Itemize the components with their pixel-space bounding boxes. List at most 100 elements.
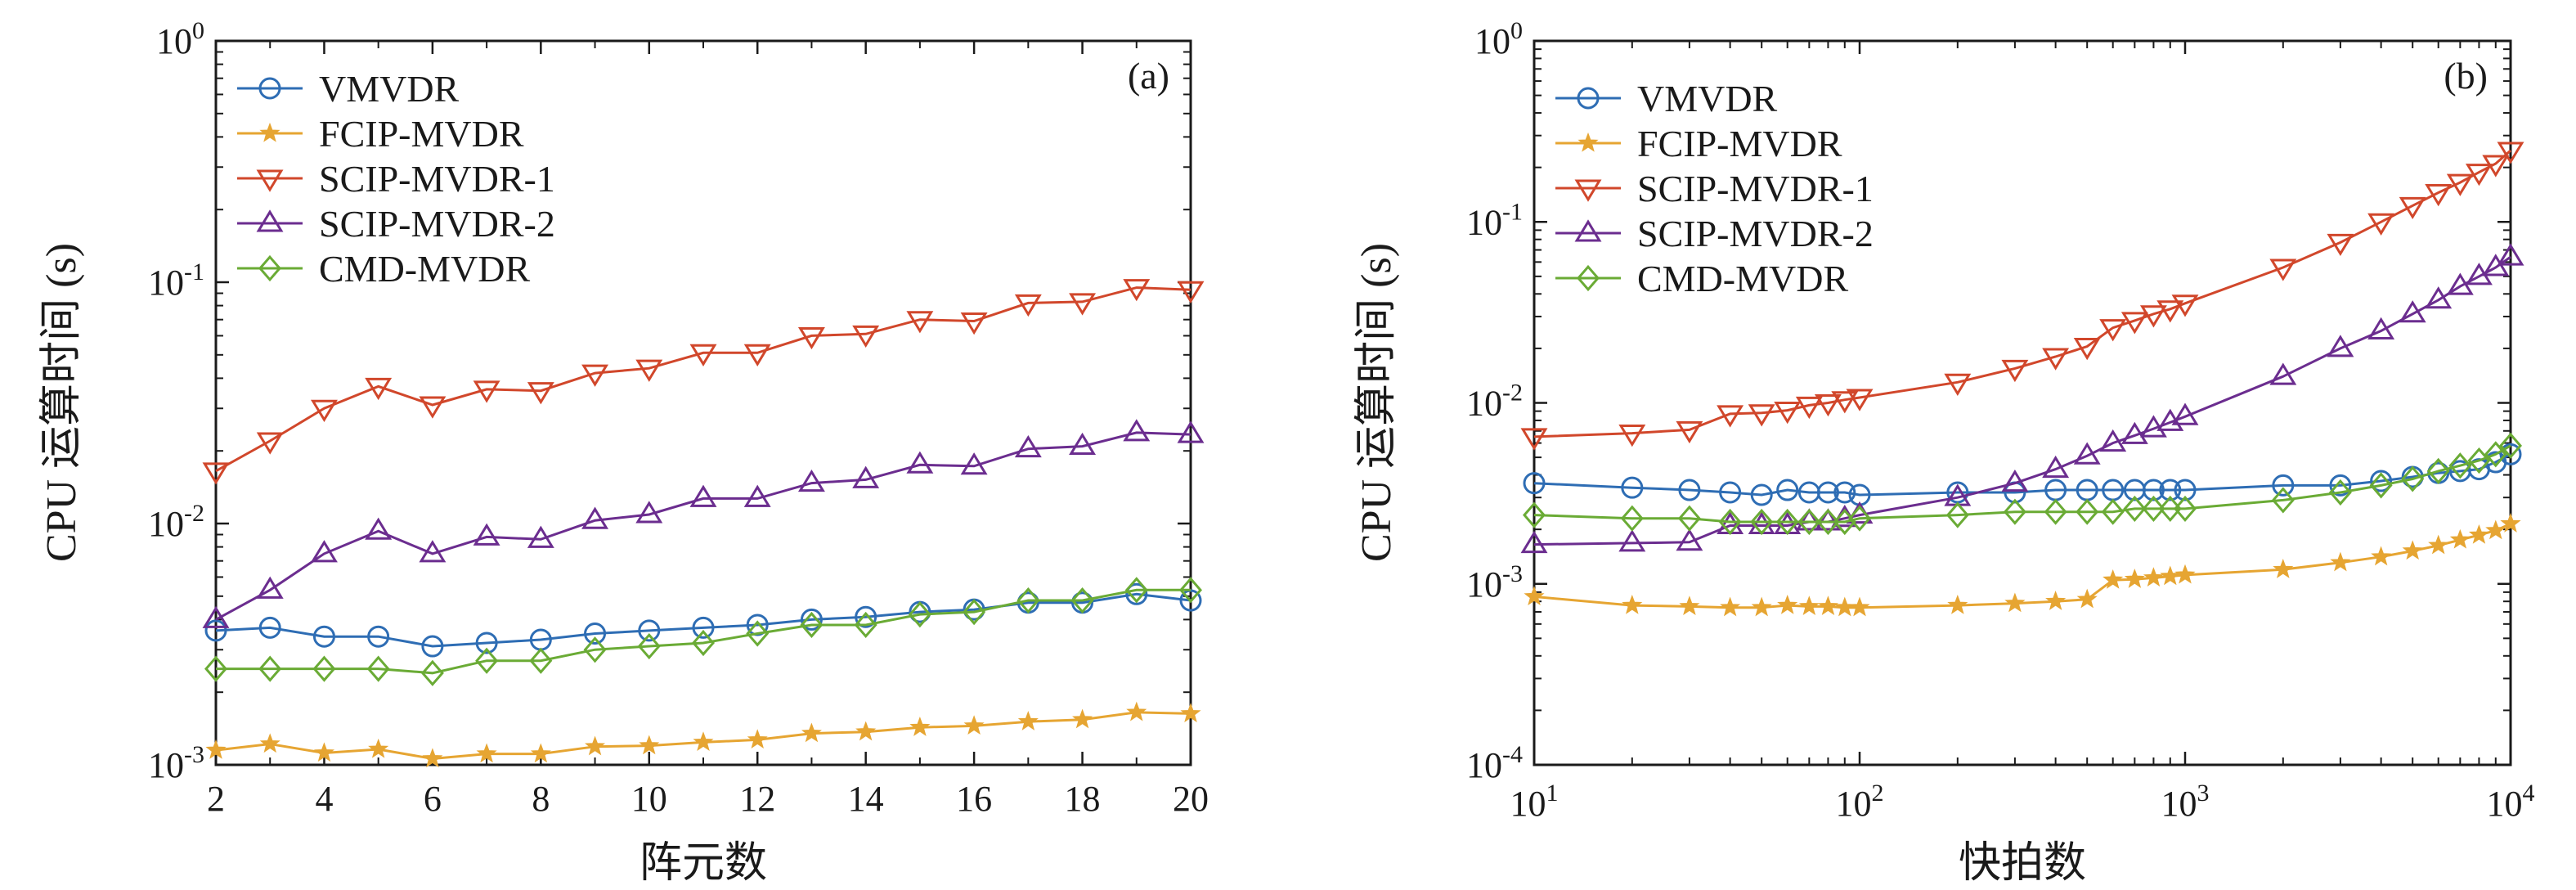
data-point — [1618, 529, 1646, 552]
data-point — [310, 399, 338, 422]
data-point — [2401, 465, 2425, 492]
panel-label: (a) — [1128, 55, 1169, 97]
data-point — [256, 432, 284, 455]
data-point — [1520, 428, 1548, 451]
data-point — [852, 465, 880, 488]
data-point — [312, 625, 335, 648]
data-point — [2425, 286, 2453, 309]
data-point — [2159, 479, 2182, 501]
data-point — [639, 735, 660, 755]
data-point — [2045, 591, 2067, 610]
data-point — [583, 636, 607, 663]
data-point — [1817, 596, 1838, 616]
data-point — [2484, 441, 2507, 468]
data-point — [2497, 142, 2524, 164]
x-tick-label: 18 — [1065, 779, 1101, 819]
data-point — [855, 605, 877, 628]
legend-item-vmvdr: VMVDR — [1555, 78, 1778, 119]
legend-label: FCIP-MVDR — [1637, 123, 1842, 164]
data-point — [368, 738, 389, 758]
data-point — [2446, 173, 2474, 196]
legend-label: CMD-MVDR — [1637, 258, 1848, 299]
data-point — [581, 364, 609, 387]
data-point — [1016, 587, 1040, 614]
data-point — [527, 382, 554, 405]
data-point — [963, 599, 986, 626]
data-point — [2073, 338, 2101, 361]
data-point — [854, 611, 877, 639]
legend-marker — [256, 169, 284, 192]
data-point — [2330, 551, 2351, 572]
data-point — [366, 655, 390, 682]
data-point — [1523, 501, 1546, 528]
data-point — [1846, 389, 1874, 411]
legend-label: SCIP-MVDR-2 — [319, 203, 555, 245]
data-point — [2468, 524, 2489, 544]
data-point — [2003, 498, 2026, 525]
data-point — [692, 616, 715, 639]
data-point — [1621, 476, 1644, 499]
data-point — [1177, 420, 1205, 443]
series-cmd-mvdr — [1523, 432, 2522, 536]
series-fcip-mvdr — [1524, 513, 2521, 617]
data-point — [689, 484, 717, 507]
data-point — [960, 312, 988, 335]
y-tick-labels: 10-3 10-2 10-1 100 — [148, 17, 204, 785]
data-point — [1814, 508, 1842, 531]
data-point — [1180, 703, 1201, 723]
series-line — [216, 588, 1191, 675]
data-point — [2156, 300, 2184, 323]
data-point — [202, 462, 230, 485]
data-point — [1523, 472, 1546, 495]
panel-b: 10-4 10-3 10-2 10-1 100 101 102 103 104 (b) 快拍数… — [1353, 17, 2535, 887]
data-point — [1945, 501, 1969, 528]
data-point — [1014, 294, 1042, 317]
data-point — [475, 647, 499, 674]
data-point — [855, 721, 877, 741]
data-point — [1678, 479, 1701, 501]
data-point — [635, 359, 663, 382]
y-tick-label: 10-3 — [1466, 560, 1523, 605]
data-point — [908, 601, 931, 628]
x-tick-label: 6 — [424, 779, 442, 819]
data-point — [2142, 479, 2165, 501]
data-point — [689, 344, 717, 366]
x-tick-label: 104 — [2487, 780, 2535, 824]
data-point — [422, 748, 443, 768]
data-point — [2124, 569, 2145, 588]
data-point — [1816, 508, 1840, 536]
legend-label: VMVDR — [319, 68, 460, 110]
data-point — [1831, 391, 1859, 414]
data-point — [312, 655, 336, 682]
data-point — [581, 506, 609, 529]
data-point — [420, 659, 444, 686]
data-point — [801, 722, 822, 743]
data-point — [909, 717, 931, 736]
data-point — [2273, 559, 2294, 578]
data-point — [2499, 443, 2522, 465]
legend-item-scip-mvdr-1: SCIP-MVDR-1 — [1555, 168, 1874, 209]
data-point — [2174, 479, 2197, 501]
data-point — [204, 619, 227, 642]
data-point — [473, 380, 500, 403]
data-point — [2367, 213, 2395, 236]
data-point — [2426, 457, 2450, 484]
y-tick-label: 10-3 — [148, 741, 204, 785]
x-tick-label: 4 — [315, 779, 333, 819]
data-point — [747, 729, 768, 749]
data-point — [2123, 495, 2147, 523]
data-point — [2399, 196, 2426, 220]
series-scip-mvdr-1 — [202, 279, 1205, 485]
data-point — [2449, 528, 2471, 549]
data-point — [310, 540, 338, 563]
data-point — [2001, 359, 2029, 383]
series-line — [215, 592, 1192, 648]
data-point — [906, 311, 934, 334]
data-point — [527, 525, 554, 548]
data-point — [2099, 429, 2127, 452]
data-point — [1814, 394, 1842, 417]
x-tick-label: 101 — [1510, 780, 1559, 824]
legend-marker — [256, 209, 284, 232]
legend-label: SCIP-MVDR-1 — [1637, 168, 1874, 209]
data-point — [258, 616, 281, 639]
